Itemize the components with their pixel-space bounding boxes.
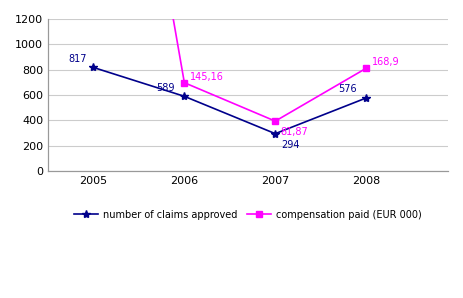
number of claims approved [181,94,187,98]
compensation paid (EUR 000) [181,81,187,84]
Line: compensation paid (EUR 000): compensation paid (EUR 000) [90,0,369,125]
Text: 168,9: 168,9 [372,58,400,67]
Text: 145,16: 145,16 [190,72,224,82]
compensation paid (EUR 000) [363,66,369,70]
number of claims approved [273,132,278,136]
Line: number of claims approved: number of claims approved [89,63,370,138]
compensation paid (EUR 000) [273,119,278,123]
Text: 576: 576 [338,84,357,94]
number of claims approved [91,66,96,69]
Text: 1004,87: 1004,87 [0,297,1,298]
Text: 81,87: 81,87 [281,127,308,137]
Text: 589: 589 [156,83,175,93]
Text: 817: 817 [69,54,87,64]
Text: 294: 294 [281,139,299,150]
Legend: number of claims approved, compensation paid (EUR 000): number of claims approved, compensation … [70,206,426,224]
number of claims approved [363,96,369,100]
